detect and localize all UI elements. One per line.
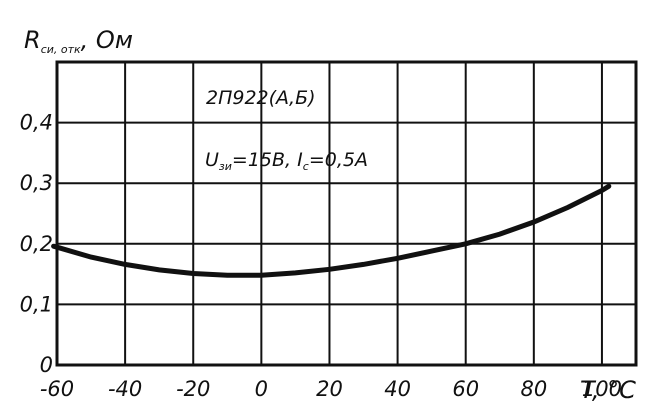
x-tick-label: 60: [452, 377, 479, 401]
y-tick-label: 0,3: [20, 171, 53, 195]
y-tick-labels: 0 0,1 0,2 0,3 0,4: [20, 111, 53, 377]
x-tick-label: 0: [255, 377, 268, 401]
y-tick-label: 0: [40, 353, 53, 377]
y-tick-label: 0,4: [20, 111, 53, 135]
x-axis-title: T, °C: [580, 376, 636, 404]
conditions-annotation: Uзи=15В, Ic=0,5А: [205, 149, 368, 173]
grid: [57, 62, 636, 365]
device-annotation: 2П922(А,Б): [206, 87, 316, 109]
x-tick-label: -40: [108, 377, 142, 401]
x-tick-label: 100: [582, 377, 622, 401]
x-tick-label: 20: [316, 377, 343, 401]
y-axis-title: Rси, отк, Ом: [24, 26, 133, 56]
y-tick-label: 0,1: [20, 292, 53, 316]
y-tick-label: 0,2: [20, 232, 53, 256]
series-line: [51, 183, 612, 278]
x-tick-label: 80: [520, 377, 547, 401]
x-tick-labels: -60 -40 -20 0 20 40 60 80 100: [40, 377, 622, 401]
x-tick-label: -60: [40, 377, 74, 401]
plot-frame: [55, 60, 638, 367]
x-tick-label: 40: [384, 377, 411, 401]
x-tick-label: -20: [176, 377, 210, 401]
